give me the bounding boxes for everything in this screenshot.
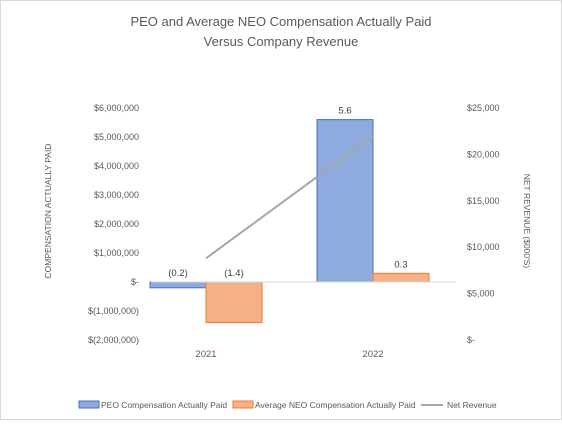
y2-tick-label: $20,000 [467,149,500,159]
net-revenue-line [205,135,374,260]
x-tick-label: 2021 [195,349,216,360]
y-tick-label: $(2,000,000) [88,335,139,345]
y2-axis-label: NET REVENUE ($000'S) [522,174,532,269]
y-tick-label: $3,000,000 [94,190,139,200]
x-tick-label: 2022 [362,349,383,360]
y2-tick-label: $5,000 [467,289,495,299]
chart-title-line2: Versus Company Revenue [204,34,359,49]
y2-tick-label: $- [467,335,475,345]
data-label: (1.4) [224,268,244,279]
legend-label: Net Revenue [447,400,497,410]
bar-neo-2021 [205,281,263,324]
y-tick-label: $2,000,000 [94,219,139,229]
bar-neo-2022 [372,272,430,283]
legend-label: Average NEO Compensation Actually Paid [255,400,416,410]
y2-tick-label: $25,000 [467,103,500,113]
legend-label: PEO Compensation Actually Paid [101,400,227,410]
y-tick-label: $6,000,000 [94,103,139,113]
y-tick-label: $5,000,000 [94,132,139,142]
chart-title-line1: PEO and Average NEO Compensation Actuall… [130,14,431,29]
data-label: 0.3 [394,259,407,270]
y-tick-label: $(1,000,000) [88,306,139,316]
legend-swatch [232,400,254,409]
data-label: 5.6 [338,106,351,117]
y-tick-label: $1,000,000 [94,248,139,258]
y-axis-label: COMPENSATION ACTUALLY PAID [43,144,53,279]
data-label: (0.2) [168,268,188,279]
y2-tick-label: $10,000 [467,242,500,252]
y-tick-label: $4,000,000 [94,161,139,171]
bar-peo-2021 [149,281,207,289]
legend-swatch [78,400,100,409]
y-tick-label: $- [131,277,139,287]
y2-tick-label: $15,000 [467,196,500,206]
bar-peo-2022 [316,119,374,283]
